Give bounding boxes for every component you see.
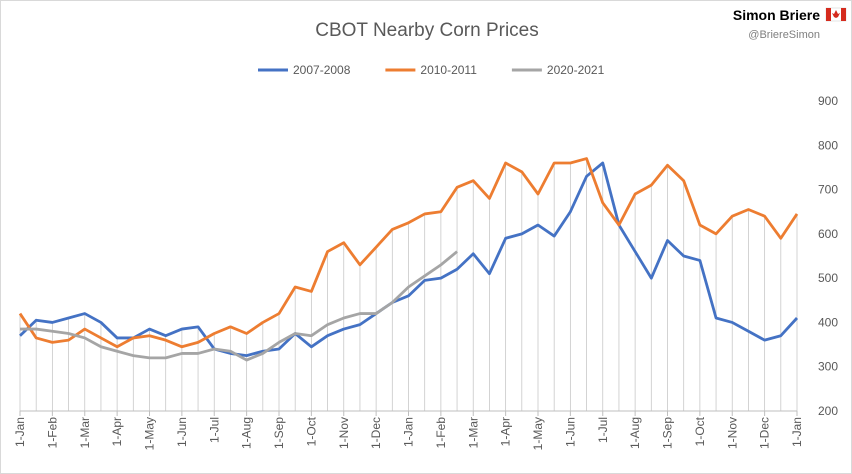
x-tick-label: 1-Feb — [45, 417, 59, 449]
x-tick-label: 1-Jan — [402, 417, 416, 447]
legend-label: 2007-2008 — [293, 63, 351, 77]
y-tick-label: 900 — [818, 94, 838, 108]
x-tick-label: 1-Apr — [110, 417, 124, 446]
y-tick-label: 500 — [818, 271, 838, 285]
x-tick-label: 1-Nov — [337, 417, 351, 449]
x-tick-label: 1-Jan — [790, 417, 804, 447]
x-tick-label: 1-Sep — [661, 417, 675, 449]
x-tick-label: 1-Jan — [13, 417, 27, 447]
series-line — [18, 157, 799, 349]
x-tick-label: 1-Apr — [499, 417, 513, 446]
x-tick-label: 1-Sep — [272, 417, 286, 449]
handle: @BriereSimon — [748, 29, 820, 41]
x-tick-label: 1-Mar — [466, 417, 480, 448]
x-tick-label: 1-Dec — [369, 417, 383, 449]
y-tick-label: 300 — [818, 360, 838, 374]
x-tick-label: 1-Feb — [434, 417, 448, 449]
y-tick-label: 700 — [818, 183, 838, 197]
y-tick-label: 600 — [818, 227, 838, 241]
x-tick-label: 1-May — [143, 417, 157, 450]
x-tick-label: 1-Oct — [693, 416, 707, 446]
x-tick-label: 1-Jul — [207, 417, 221, 443]
x-tick-label: 1-Jun — [563, 417, 577, 447]
series-line — [19, 161, 799, 358]
x-tick-label: 1-Nov — [725, 417, 739, 449]
legend-label: 2020-2021 — [547, 63, 605, 77]
x-tick-label: 1-Jul — [596, 417, 610, 443]
series-line — [20, 250, 458, 362]
y-tick-label: 200 — [818, 404, 838, 418]
x-tick-label: 1-Mar — [78, 417, 92, 448]
y-tick-label: 800 — [818, 138, 838, 152]
x-tick-label: 1-Oct — [304, 416, 318, 446]
flag — [825, 7, 847, 22]
legend-label: 2010-2011 — [420, 63, 477, 77]
brand: Simon Briere — [733, 7, 820, 23]
chart-title: CBOT Nearby Corn Prices — [315, 20, 539, 41]
x-tick-label: 1-Aug — [240, 417, 254, 449]
x-tick-label: 1-Dec — [758, 417, 772, 449]
y-tick-label: 400 — [818, 315, 838, 329]
x-tick-label: 1-Jun — [175, 417, 189, 447]
x-tick-label: 1-Aug — [628, 417, 642, 449]
x-tick-label: 1-May — [531, 417, 545, 450]
